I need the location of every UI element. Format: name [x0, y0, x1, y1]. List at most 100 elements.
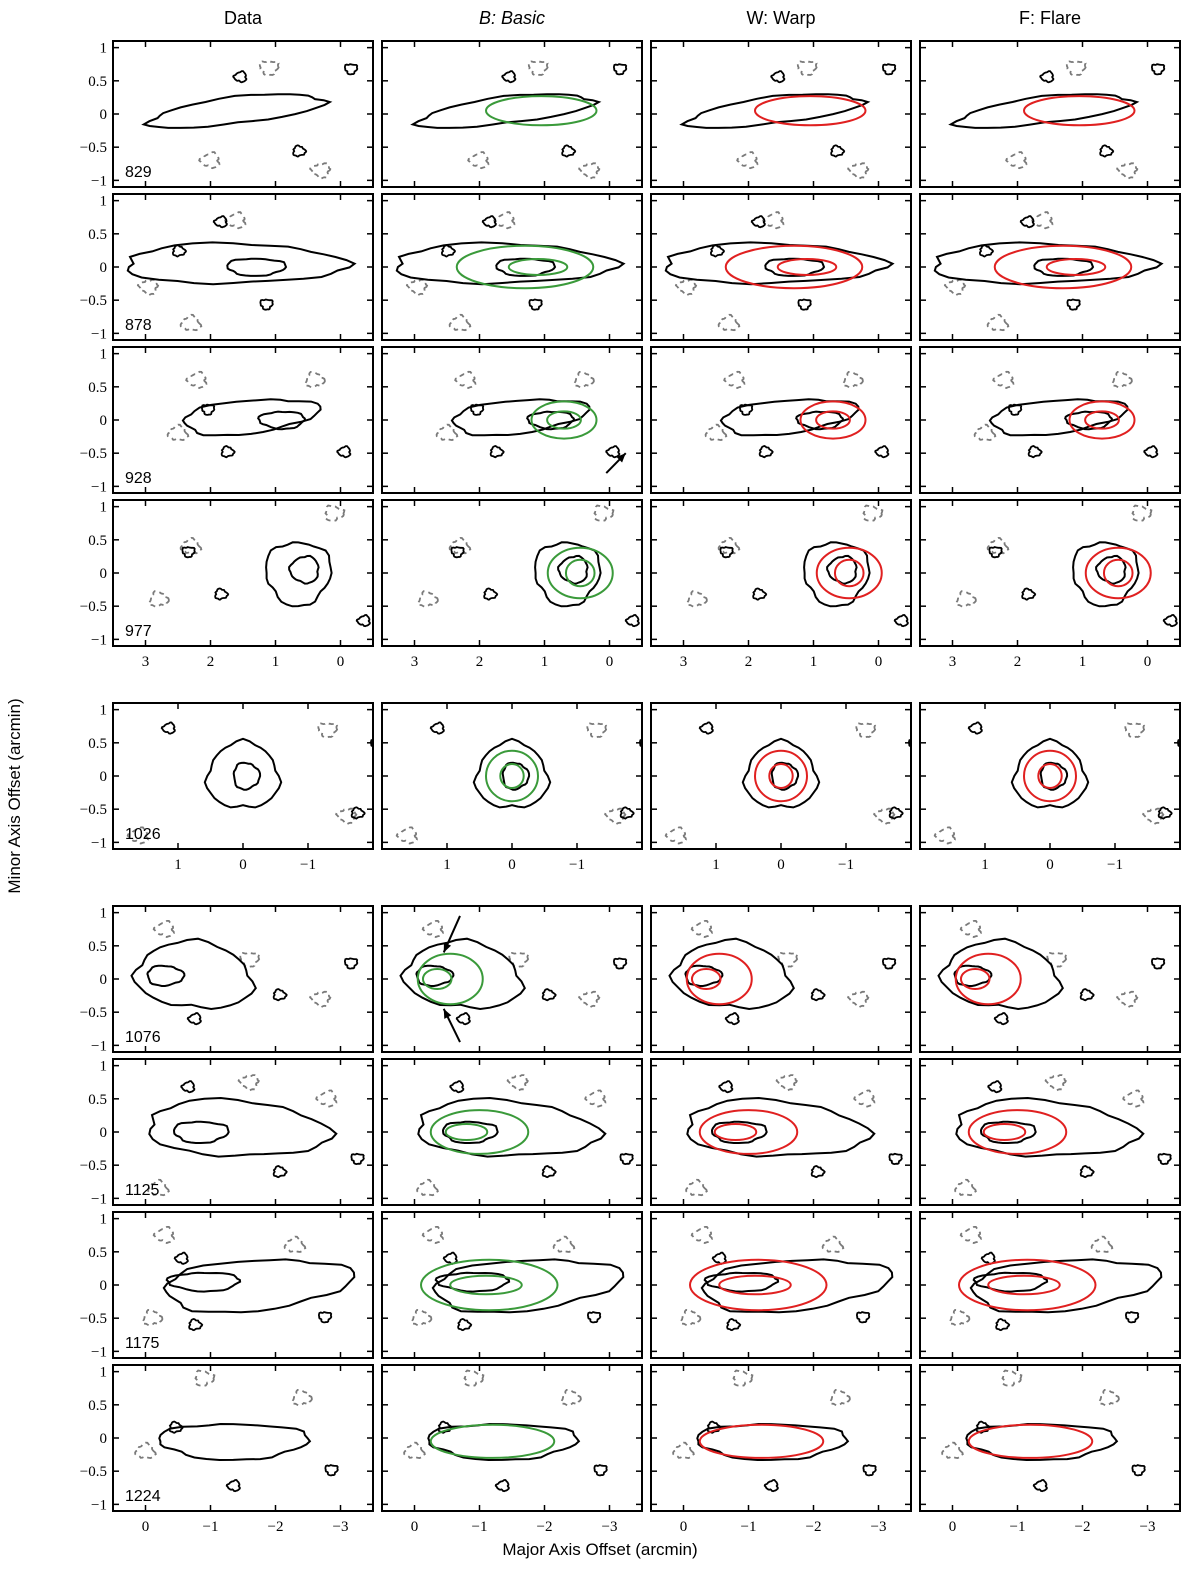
- negative-contour: [777, 951, 799, 968]
- negative-contour: [1124, 722, 1146, 739]
- model-ellipse: [987, 1274, 1061, 1296]
- noise-contour: [758, 445, 774, 459]
- model-ellipse: [429, 1423, 556, 1459]
- negative-contour: [796, 60, 818, 77]
- noise-contour: [457, 1318, 473, 1332]
- negative-contour: [152, 920, 175, 938]
- model-ellipse: [1023, 749, 1077, 803]
- x-tick-label: −1: [1107, 857, 1123, 873]
- data-contour: [172, 1120, 230, 1144]
- negative-contour: [572, 370, 595, 389]
- negative-contour: [723, 370, 746, 389]
- panel-basic-1076: [381, 905, 643, 1053]
- noise-contour: [888, 1152, 903, 1166]
- y-tick-label: 1: [100, 1365, 108, 1381]
- noise-contour: [719, 546, 734, 559]
- negative-contour: [1142, 807, 1165, 826]
- y-tick-label: −0.5: [80, 599, 107, 615]
- data-contour: [399, 937, 526, 1011]
- x-tick-label: 0: [142, 1519, 150, 1535]
- data-contour: [937, 937, 1064, 1011]
- x-tick-label: 0: [1144, 654, 1152, 670]
- negative-contour: [309, 990, 332, 1009]
- panel-data-1175: 1 0.5 0 −0.5 −1 1175: [80, 1211, 374, 1360]
- x-tick-label: 0: [949, 1519, 957, 1535]
- model-ellipse: [507, 258, 569, 276]
- y-tick-label: 0.5: [88, 1398, 107, 1414]
- negative-contour: [335, 807, 358, 826]
- model-ellipse: [429, 1109, 530, 1155]
- y-tick-label: 1: [100, 500, 108, 516]
- data-contour: [427, 1422, 581, 1462]
- noise-contour: [987, 1080, 1003, 1094]
- model-ellipse: [485, 95, 598, 127]
- model-ellipse: [455, 244, 595, 290]
- negative-contour: [986, 536, 1010, 555]
- data-contour: [955, 1096, 1145, 1158]
- negative-contour: [136, 278, 160, 297]
- panel-frame: [381, 905, 643, 1053]
- y-tick-label: −0.5: [80, 1311, 107, 1327]
- y-tick-label: 1: [100, 1059, 108, 1075]
- y-tick-label: −1: [91, 173, 107, 189]
- x-tick-label: 2: [745, 654, 753, 670]
- noise-contour: [881, 957, 897, 970]
- panel-warp-1224: 0 −1 −2 −3: [650, 1364, 912, 1535]
- x-tick-label: 3: [680, 654, 688, 670]
- noise-contour: [437, 1420, 453, 1434]
- noise-contour: [698, 721, 714, 735]
- negative-contour: [559, 1388, 582, 1407]
- noise-contour: [605, 445, 621, 459]
- noise-contour: [343, 957, 359, 970]
- negative-contour: [147, 1178, 170, 1197]
- panel-basic-829: [381, 40, 643, 188]
- data-contour: [770, 761, 800, 791]
- y-tick-label: 0: [100, 260, 108, 276]
- panel-basic-1125: [381, 1058, 643, 1206]
- negative-contour: [1001, 1369, 1023, 1387]
- model-ellipse: [967, 1109, 1068, 1155]
- y-tick-label: −1: [91, 1497, 107, 1513]
- negative-contour: [1116, 990, 1139, 1009]
- model-ellipse: [993, 244, 1133, 290]
- x-tick-label: 0: [875, 654, 883, 670]
- model-ellipse: [815, 546, 883, 600]
- panel-basic-977: 3 2 1 0: [381, 499, 643, 670]
- channel-label: 1026: [125, 826, 161, 843]
- panel-frame: [381, 40, 643, 188]
- column-title-basic: B: Basic: [479, 8, 545, 28]
- noise-contour: [810, 988, 826, 1002]
- noise-contour: [343, 63, 359, 76]
- negative-contour: [454, 370, 477, 389]
- panel-frame: [919, 1364, 1181, 1512]
- noise-contour: [881, 63, 897, 76]
- y-tick-label: 0.5: [88, 1092, 107, 1108]
- negative-contour: [410, 1308, 433, 1327]
- noise-contour: [1150, 63, 1166, 76]
- data-contour: [534, 541, 602, 608]
- noise-contour: [862, 1464, 877, 1477]
- panel-data-928: 1 0.5 0 −0.5 −1 928: [80, 346, 374, 495]
- y-tick-label: −0.5: [80, 1158, 107, 1174]
- model-ellipse: [698, 1109, 799, 1155]
- noise-contour: [706, 1420, 722, 1434]
- data-contour: [668, 937, 795, 1011]
- noise-contour: [336, 445, 352, 459]
- negative-contour: [508, 951, 530, 968]
- noise-contour: [893, 614, 909, 628]
- model-ellipse: [724, 244, 864, 290]
- negative-contour: [986, 313, 1010, 332]
- noise-contour: [168, 1420, 184, 1434]
- column-title-flare: F: Flare: [1019, 8, 1081, 28]
- panel-grid: 1 0.5 0 −0.5 −1 829 1 0.5 0 −0.5 −1 878 1 0.5 0 −0.5 −1 9…: [80, 40, 1181, 1535]
- x-tick-label: 2: [1014, 654, 1022, 670]
- x-tick-label: −2: [1075, 1519, 1091, 1535]
- x-tick-label: −1: [1010, 1519, 1026, 1535]
- panel-basic-1224: 0 −1 −2 −3: [381, 1364, 643, 1535]
- noise-contour: [978, 244, 995, 258]
- negative-contour: [1116, 162, 1139, 180]
- x-tick-label: 2: [476, 654, 484, 670]
- negative-contour: [403, 1441, 426, 1460]
- x-tick-label: −3: [602, 1519, 618, 1535]
